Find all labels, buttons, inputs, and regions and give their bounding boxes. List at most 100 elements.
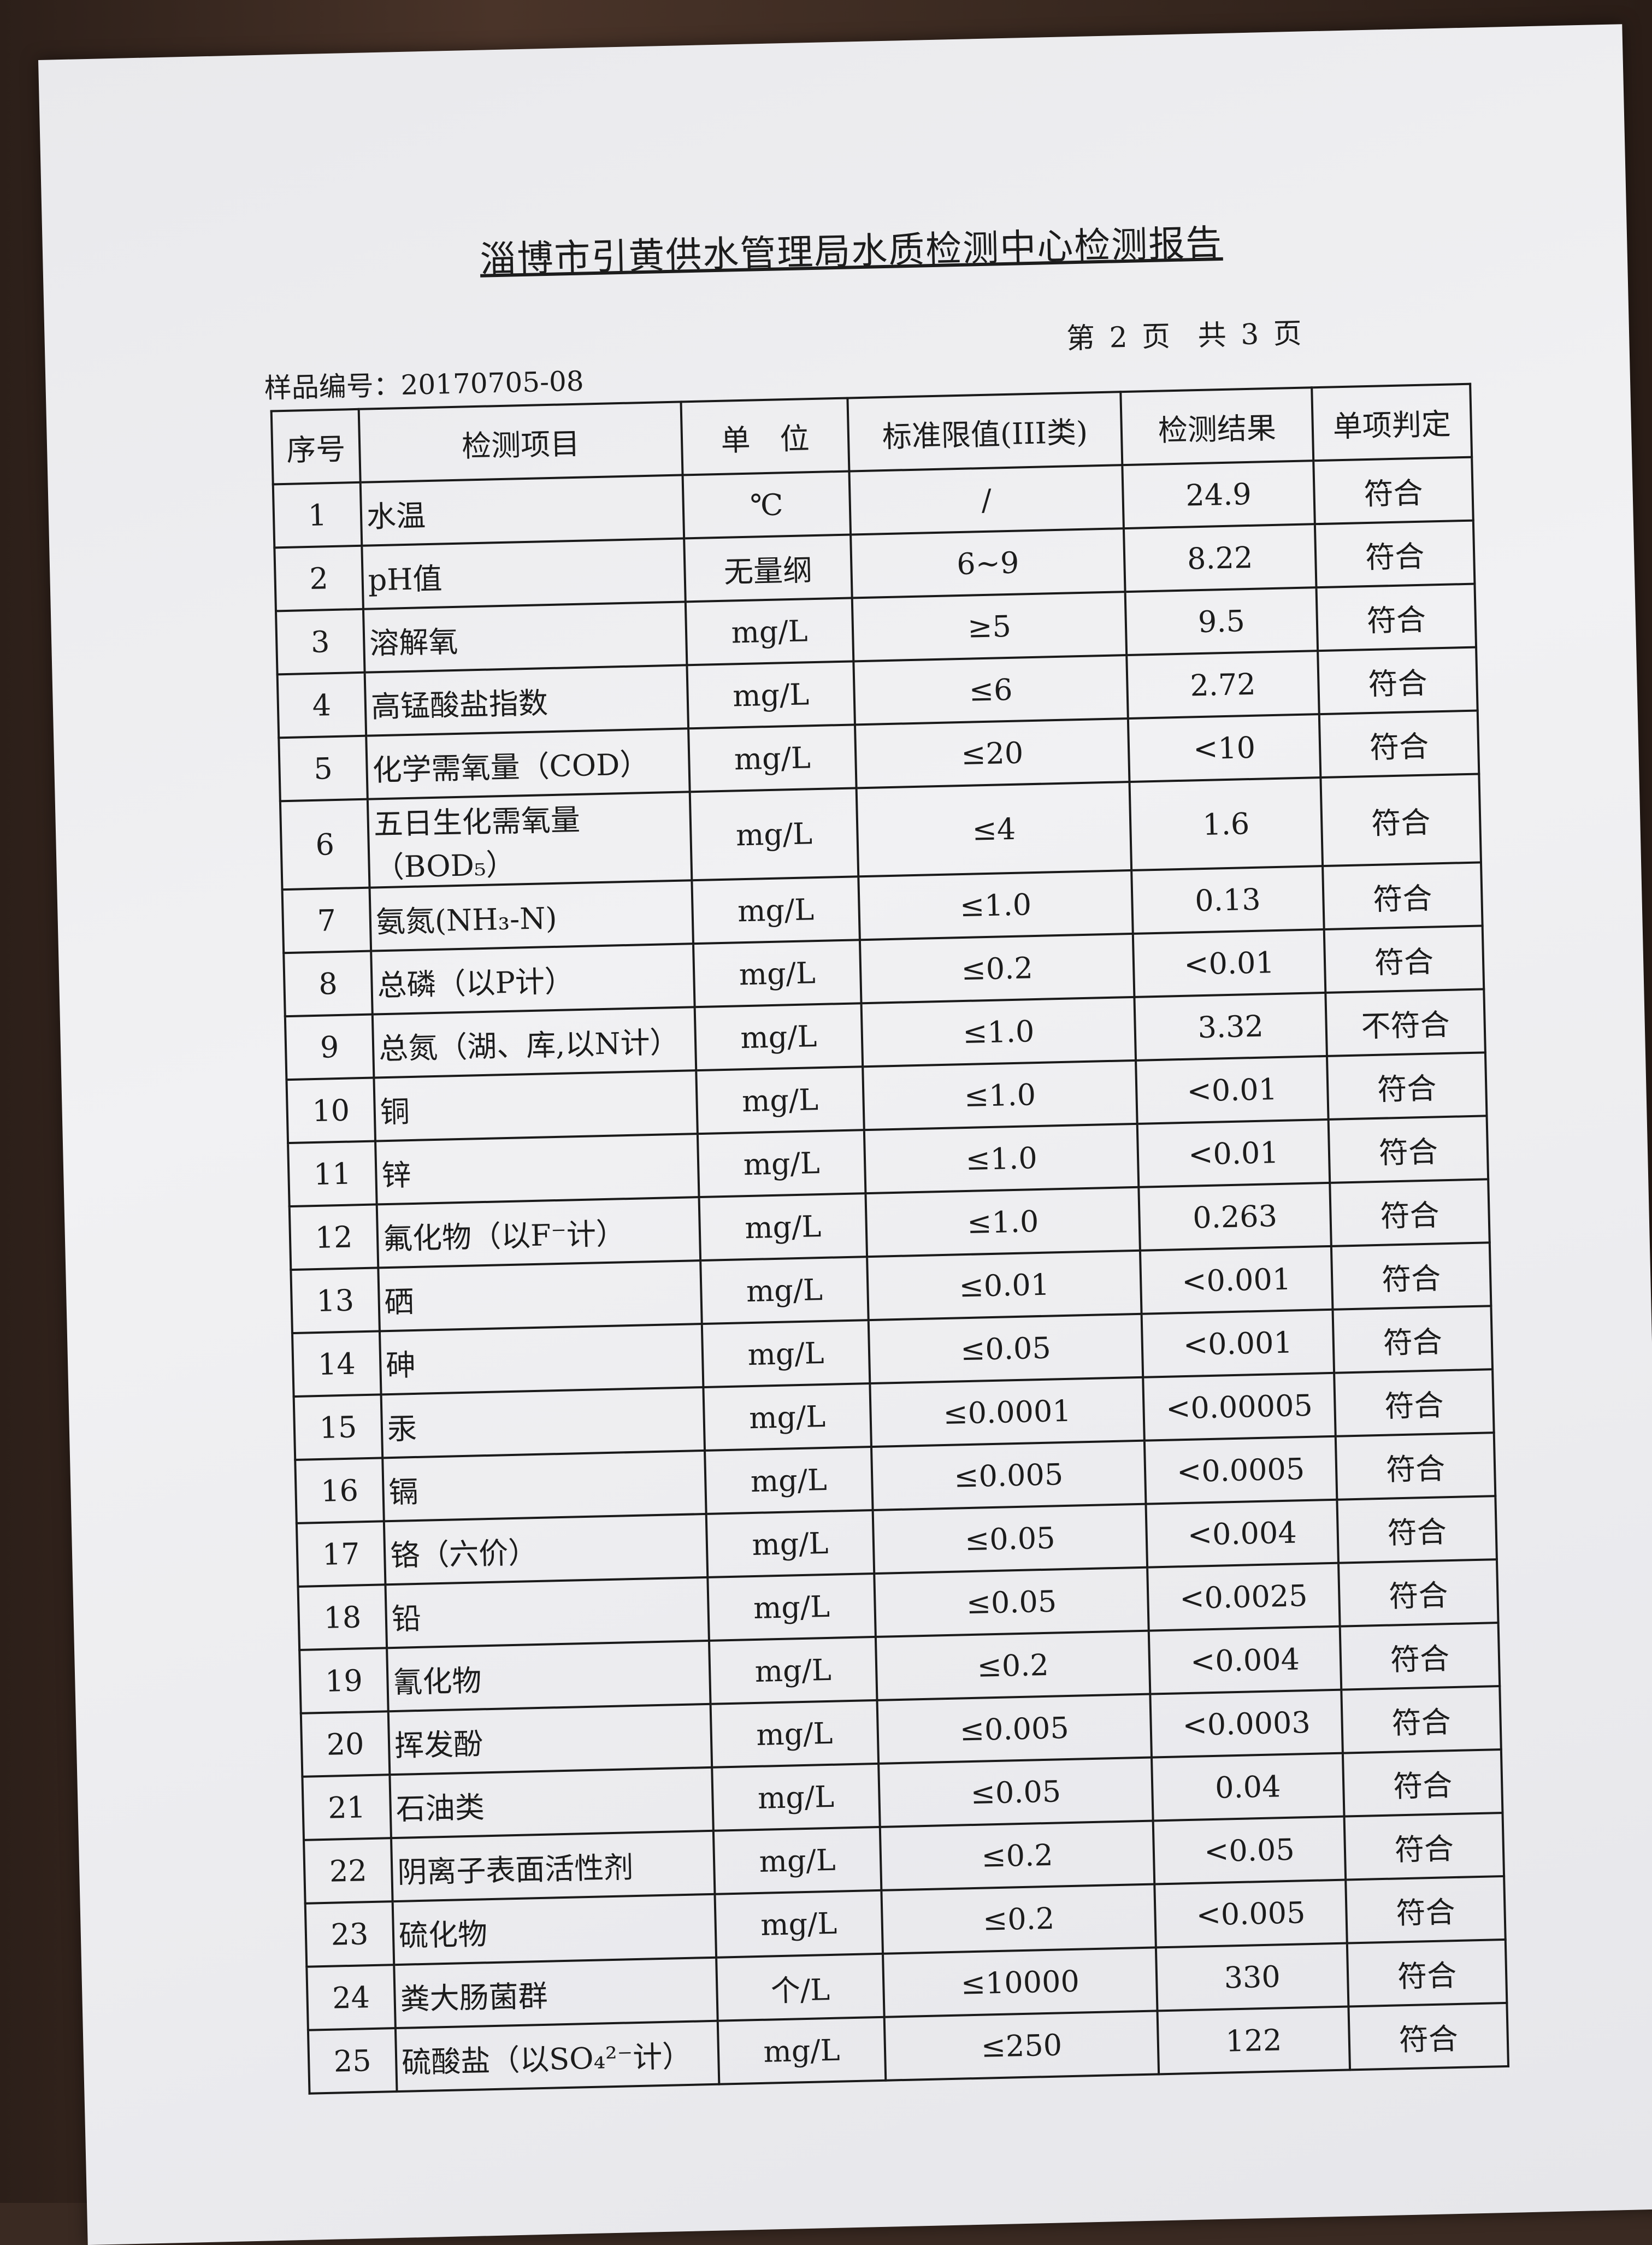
cell-result: <0.001 <box>1140 1246 1333 1314</box>
header-judgement: 单项判定 <box>1312 384 1472 461</box>
cell-standard: ≤0.05 <box>872 1504 1148 1574</box>
cell-standard: ≤0.005 <box>871 1440 1146 1511</box>
cell-item: 粪大肠菌群 <box>394 1957 718 2029</box>
cell-result: 0.13 <box>1131 866 1324 934</box>
header-seq: 序号 <box>271 409 361 485</box>
sample-number: 样品编号：20170705-08 <box>264 365 585 404</box>
cell-item: 硫化物 <box>392 1894 717 1965</box>
cell-result: <0.00005 <box>1143 1372 1336 1441</box>
cell-result: 2.72 <box>1126 651 1319 719</box>
cell-judgement: 符合 <box>1342 1749 1503 1817</box>
cell-item: 水温 <box>360 475 685 546</box>
header-item: 检测项目 <box>358 402 683 482</box>
cell-seq: 4 <box>277 672 367 738</box>
report-paper: 淄博市引黄供水管理局水质检测中心检测报告 第 2 页 共 3 页 样品编号：20… <box>38 24 1652 2245</box>
cell-seq: 11 <box>288 1141 377 1207</box>
cell-item: 挥发酚 <box>388 1704 712 1775</box>
cell-item: 总氮（湖、库,以N计） <box>372 1007 697 1078</box>
header-standard: 标准限值(III类) <box>847 392 1123 472</box>
cell-seq: 6 <box>280 799 370 890</box>
page-total: 共 3 页 <box>1197 317 1302 352</box>
cell-result: 122 <box>1157 2006 1350 2075</box>
cell-standard: ≤0.01 <box>867 1250 1142 1321</box>
cell-seq: 20 <box>300 1711 390 1777</box>
cell-unit: mg/L <box>685 598 854 665</box>
cell-standard: ≤1.0 <box>864 1123 1139 1194</box>
cell-judgement: 符合 <box>1314 520 1475 588</box>
cell-item: 高锰酸盐指数 <box>364 665 689 736</box>
cell-unit: mg/L <box>697 1130 866 1198</box>
cell-judgement: 不符合 <box>1325 989 1485 1056</box>
cell-unit: mg/L <box>713 1826 882 1894</box>
cell-seq: 9 <box>285 1014 374 1080</box>
header-unit: 单 位 <box>681 398 849 475</box>
cell-result: <0.01 <box>1132 929 1326 997</box>
cell-result: 0.04 <box>1152 1753 1344 1821</box>
cell-seq: 17 <box>296 1521 386 1587</box>
cell-judgement: 符合 <box>1341 1686 1501 1753</box>
report-title: 淄博市引黄供水管理局水质检测中心检测报告 <box>479 221 1224 281</box>
cell-result: <0.004 <box>1148 1626 1342 1694</box>
cell-result: 3.32 <box>1134 992 1327 1060</box>
cell-judgement: 符合 <box>1316 584 1477 651</box>
results-table: 序号 检测项目 单 位 标准限值(III类) 检测结果 单项判定 1 水温 ℃/ 24… <box>270 383 1509 2095</box>
cell-judgement: 符合 <box>1340 1623 1500 1690</box>
cell-judgement: 符合 <box>1347 1939 1507 2007</box>
cell-judgement: 符合 <box>1338 1559 1498 1627</box>
cell-seq: 10 <box>286 1077 376 1144</box>
cell-unit: mg/L <box>703 1383 871 1451</box>
cell-standard: ≤1.0 <box>858 870 1133 940</box>
cell-standard: ≤0.05 <box>868 1313 1143 1384</box>
cell-seq: 1 <box>273 482 362 548</box>
cell-seq: 14 <box>292 1331 381 1397</box>
cell-item: 氨氮(NH₃-N) <box>369 880 693 951</box>
cell-item: 总磷（以P计） <box>371 944 695 1015</box>
cell-unit: mg/L <box>688 724 857 792</box>
cell-judgement: 符合 <box>1346 1876 1506 1943</box>
cell-unit: mg/L <box>694 1003 863 1071</box>
cell-unit: mg/L <box>709 1636 877 1704</box>
header-result: 检测结果 <box>1120 387 1314 466</box>
cell-seq: 8 <box>284 951 373 1017</box>
cell-standard: ≤1.0 <box>861 997 1136 1067</box>
cell-judgement: 符合 <box>1318 647 1478 715</box>
cell-item: 氰化物 <box>387 1640 711 1712</box>
cell-judgement: 符合 <box>1331 1242 1491 1310</box>
cell-result: <0.0003 <box>1150 1689 1343 1758</box>
cell-seq: 24 <box>306 1965 396 2030</box>
cell-unit: mg/L <box>692 876 860 944</box>
cell-item: 铬（六价） <box>384 1513 708 1585</box>
cell-item: 阴离子表面活性剂 <box>391 1830 715 1902</box>
cell-judgement: 符合 <box>1335 1433 1496 1500</box>
table-body: 1 水温 ℃/24.9 符合 2 pH值 无量纲 6~9 8.22 符合 3 溶解氧 mg/L ≥5 9.5… <box>273 457 1508 2094</box>
cell-result: <0.005 <box>1154 1879 1347 1948</box>
cell-unit: mg/L <box>693 940 862 1007</box>
cell-judgement: 符合 <box>1323 862 1483 930</box>
cell-unit: mg/L <box>715 1890 883 1958</box>
cell-standard: ≤1.0 <box>865 1187 1140 1257</box>
cell-unit: mg/L <box>717 2017 886 2084</box>
cell-result: <0.01 <box>1137 1119 1330 1187</box>
cell-unit: mg/L <box>712 1763 880 1831</box>
cell-standard: 6~9 <box>851 528 1125 598</box>
cell-seq: 15 <box>293 1394 383 1460</box>
cell-judgement: 符合 <box>1326 1052 1487 1119</box>
cell-standard: ≤6 <box>853 655 1128 725</box>
cell-seq: 5 <box>279 735 368 802</box>
cell-standard: ≤4 <box>856 782 1132 877</box>
cell-unit: mg/L <box>707 1573 876 1641</box>
cell-item: 化学需氧量（COD） <box>366 728 690 799</box>
cell-seq: 19 <box>299 1648 388 1713</box>
cell-unit: mg/L <box>689 788 859 881</box>
cell-result: 0.263 <box>1138 1182 1331 1251</box>
cell-unit: 无量纲 <box>684 534 852 602</box>
cell-judgement: 符合 <box>1319 710 1479 778</box>
cell-seq: 16 <box>295 1458 384 1523</box>
cell-judgement: 符合 <box>1348 2002 1508 2070</box>
cell-seq: 3 <box>275 609 365 675</box>
cell-item: 镉 <box>382 1450 706 1522</box>
cell-standard: / <box>849 465 1124 535</box>
cell-result: <0.0025 <box>1147 1563 1340 1631</box>
cell-unit: ℃ <box>682 471 851 539</box>
cell-standard: ≤0.05 <box>878 1757 1153 1827</box>
